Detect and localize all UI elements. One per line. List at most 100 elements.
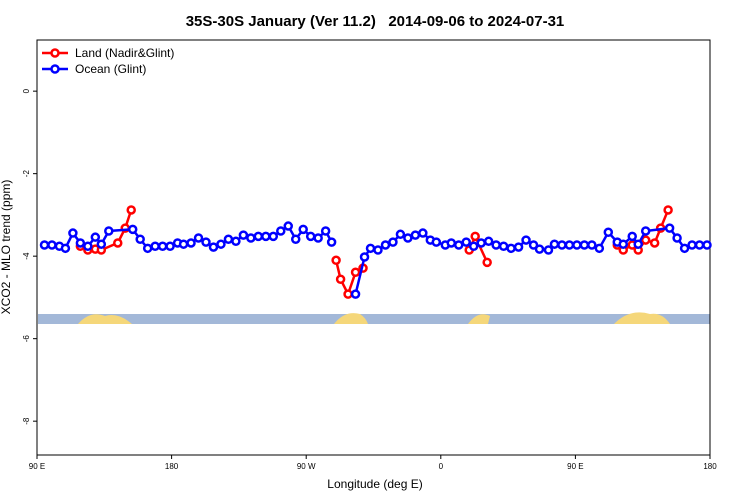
data-point [178,239,189,249]
data-point [343,289,353,299]
data-point [373,245,383,255]
data-point [186,238,196,248]
legend-marker [50,64,60,74]
data-point [127,224,138,235]
y-tick-label: -4 [22,252,31,260]
data-point [113,238,123,248]
data-point [557,240,567,250]
x-tick-label: 90 W [297,462,316,471]
data-point [276,226,286,236]
data-point [201,237,211,247]
legend-label: Ocean (Glint) [75,62,146,76]
data-point [335,274,346,285]
data-point [543,245,554,255]
data-point [90,232,101,242]
y-axis-label: XCO2 - MLO trend (ppm) [0,180,13,315]
chart-title: 35S-30S January (Ver 11.2) 2014-09-06 to… [186,13,565,30]
data-point [388,237,398,247]
data-point [633,239,643,249]
data-point [549,239,560,249]
y-tick-label: -8 [22,417,31,425]
data-point [672,233,682,243]
data-point [483,236,494,247]
data-point [446,238,457,248]
data-point [603,227,614,237]
data-point [298,224,308,235]
data-point [702,240,712,250]
data-point [640,235,651,245]
data-point [618,239,629,249]
data-point [68,228,78,238]
data-point [640,226,651,236]
data-point [679,243,690,254]
data-point [418,228,428,238]
data-point [594,243,605,254]
x-tick-label: 180 [703,462,717,471]
data-point [513,242,524,252]
y-tick-label: -2 [22,170,31,178]
data-point [75,238,86,248]
data-point [687,240,697,250]
data-point [663,205,673,215]
data-point [216,239,226,249]
y-tick-label: 0 [22,88,31,93]
data-point [126,205,136,215]
data-point [320,226,331,236]
data-point [564,240,575,250]
data-point [39,240,50,250]
land-sea-strip [38,312,710,324]
data-point [261,231,271,242]
data-point [365,243,376,254]
data-point [476,238,486,248]
x-tick-label: 180 [165,462,179,471]
data-point [482,257,492,268]
data-point [223,234,234,244]
data-point [238,230,249,240]
data-point [165,241,175,252]
data-point [290,234,301,244]
data-point [579,240,590,250]
data-point [350,267,361,278]
data-point [627,231,637,242]
legend-marker [50,48,60,58]
data-point [350,289,361,299]
legend-label: Land (Nadir&Glint) [75,46,174,60]
data-point [395,229,406,240]
data-point [246,233,256,243]
data-point [528,240,539,250]
data-point [331,255,341,266]
data-point [193,233,204,243]
data-point [313,233,323,243]
data-point [104,226,114,236]
y-tick-label: -6 [22,335,31,343]
data-point [359,252,370,262]
data-point [649,238,660,248]
x-tick-label: 90 E [567,462,583,471]
data-point [534,244,545,254]
data-point [326,237,337,247]
data-point [498,241,509,252]
data-point [431,237,442,247]
data-point [521,235,531,245]
data-point [410,230,421,240]
data-point [506,243,516,254]
data-point [403,233,413,243]
x-tick-label: 90 E [29,462,45,471]
data-point [150,241,160,252]
data-point [96,239,107,249]
data-point [283,221,294,231]
data-point [587,240,597,250]
data-point [83,241,93,252]
data-point [47,240,57,250]
data-point [208,242,219,252]
x-axis-label: Longitude (deg E) [327,477,422,491]
data-point [664,223,675,233]
data-point [572,240,582,250]
data-point [231,236,241,247]
data-point [453,240,464,250]
data-point [157,241,168,252]
data-point [253,231,264,242]
data-point [470,231,480,242]
x-tick-label: 0 [439,462,444,471]
